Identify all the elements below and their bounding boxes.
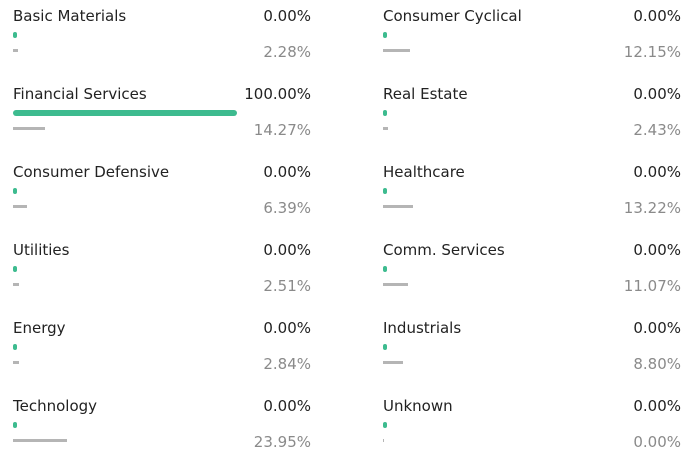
sector-row: Healthcare 0.00% 13.22% xyxy=(383,159,681,237)
sector-bar xyxy=(383,344,387,350)
sector-value: 0.00% xyxy=(633,7,681,25)
sector-name: Energy xyxy=(13,319,66,337)
sector-value: 0.00% xyxy=(633,85,681,103)
sector-value: 0.00% xyxy=(633,241,681,259)
benchmark-value: 13.22% xyxy=(623,199,681,217)
benchmark-bar xyxy=(383,127,389,130)
sector-bar xyxy=(383,32,387,38)
sector-breakdown: Basic Materials 0.00% 2.28% Financial Servi… xyxy=(13,3,681,451)
benchmark-value: 2.84% xyxy=(263,355,311,373)
benchmark-value: 8.80% xyxy=(633,355,681,373)
sector-row: Real Estate 0.00% 2.43% xyxy=(383,81,681,159)
benchmark-bar xyxy=(13,439,67,442)
sector-row: Consumer Cyclical 0.00% 12.15% xyxy=(383,3,681,81)
sector-value: 0.00% xyxy=(263,397,311,415)
sector-bar xyxy=(13,188,17,194)
benchmark-value: 23.95% xyxy=(253,433,311,451)
sector-name: Industrials xyxy=(383,319,462,337)
sector-row: Unknown 0.00% 0.00% xyxy=(383,393,681,471)
benchmark-value: 2.51% xyxy=(263,277,311,295)
sector-row: Basic Materials 0.00% 2.28% xyxy=(13,3,311,81)
benchmark-value: 14.27% xyxy=(253,121,311,139)
sector-row: Utilities 0.00% 2.51% xyxy=(13,237,311,315)
benchmark-bar xyxy=(383,361,403,364)
sector-name: Financial Services xyxy=(13,85,147,103)
benchmark-bar xyxy=(383,439,384,442)
sector-bar xyxy=(13,266,17,272)
sector-row: Technology 0.00% 23.95% xyxy=(13,393,311,471)
sector-value: 0.00% xyxy=(263,163,311,181)
sector-value: 0.00% xyxy=(263,241,311,259)
sector-bar xyxy=(383,266,387,272)
sector-name: Basic Materials xyxy=(13,7,127,25)
benchmark-value: 12.15% xyxy=(623,43,681,61)
sector-row: Industrials 0.00% 8.80% xyxy=(383,315,681,393)
sector-name: Comm. Services xyxy=(383,241,505,259)
sector-name: Healthcare xyxy=(383,163,465,181)
benchmark-bar xyxy=(13,205,28,208)
sector-bar xyxy=(383,110,387,116)
sector-bar xyxy=(13,344,17,350)
sector-bar xyxy=(13,32,17,38)
sector-value: 0.00% xyxy=(633,163,681,181)
benchmark-bar xyxy=(383,205,413,208)
sector-row: Energy 0.00% 2.84% xyxy=(13,315,311,393)
benchmark-bar xyxy=(13,283,19,286)
benchmark-value: 6.39% xyxy=(263,199,311,217)
sector-value: 0.00% xyxy=(633,397,681,415)
sector-row: Comm. Services 0.00% 11.07% xyxy=(383,237,681,315)
sector-value: 0.00% xyxy=(263,319,311,337)
benchmark-bar xyxy=(13,127,45,130)
benchmark-value: 2.43% xyxy=(633,121,681,139)
sector-bar xyxy=(383,188,387,194)
sector-bar xyxy=(13,422,17,428)
benchmark-bar xyxy=(13,49,19,52)
sector-bar xyxy=(13,110,237,116)
sector-name: Utilities xyxy=(13,241,70,259)
sector-bar xyxy=(383,422,387,428)
sector-value: 0.00% xyxy=(263,7,311,25)
sector-name: Unknown xyxy=(383,397,453,415)
sector-value: 0.00% xyxy=(633,319,681,337)
benchmark-value: 11.07% xyxy=(623,277,681,295)
sector-row: Financial Services 100.00% 14.27% xyxy=(13,81,311,159)
benchmark-value: 0.00% xyxy=(633,433,681,451)
benchmark-value: 2.28% xyxy=(263,43,311,61)
sector-name: Consumer Defensive xyxy=(13,163,170,181)
benchmark-bar xyxy=(383,49,411,52)
benchmark-bar xyxy=(383,283,408,286)
benchmark-bar xyxy=(13,361,20,364)
sector-row: Consumer Defensive 0.00% 6.39% xyxy=(13,159,311,237)
sector-name: Technology xyxy=(13,397,98,415)
sector-name: Consumer Cyclical xyxy=(383,7,522,25)
sector-value: 100.00% xyxy=(244,85,311,103)
sector-name: Real Estate xyxy=(383,85,468,103)
